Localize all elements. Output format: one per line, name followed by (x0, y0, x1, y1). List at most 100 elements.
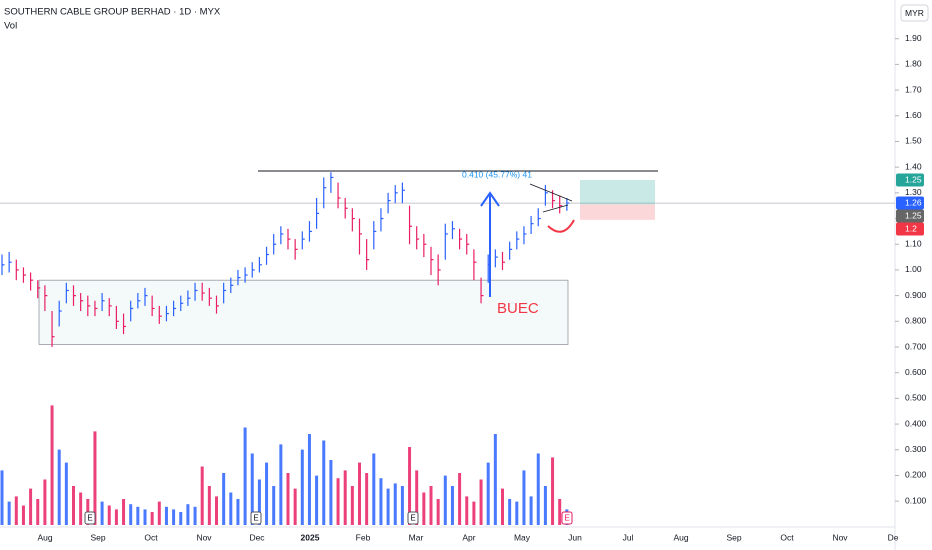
volume-bar (272, 486, 276, 525)
earnings-box (84, 511, 96, 525)
price-tag (896, 209, 924, 223)
x-tick-label: Nov (832, 532, 848, 542)
earnings-marker: E (253, 514, 258, 523)
volume-bar (236, 499, 240, 525)
volume-bar (386, 488, 390, 525)
y-tick-label: 0.100 (905, 495, 927, 505)
volume-bar (50, 405, 54, 525)
x-tick-label: Dec (249, 532, 265, 542)
volume-bar (93, 431, 97, 525)
y-tick-label: 0.800 (905, 316, 927, 326)
volume-bar (422, 492, 426, 525)
currency-box[interactable] (900, 4, 929, 22)
volume-bar (522, 470, 526, 525)
volume-bar (543, 486, 547, 525)
x-tick-label: Oct (144, 532, 158, 542)
volume-bar (443, 475, 447, 525)
volume-bar (14, 496, 18, 525)
volume-bar (279, 444, 283, 525)
volume-bar (114, 509, 118, 525)
x-tick-label: May (514, 532, 531, 542)
volume-bar (164, 506, 168, 525)
volume-bar (493, 434, 497, 525)
volume-bar (300, 449, 304, 525)
volume-bar (21, 505, 25, 525)
volume-bar (215, 496, 218, 525)
chart-title: SOUTHERN CABLE GROUP BERHAD · 1D · MYX (4, 7, 221, 18)
volume-bar (400, 486, 404, 525)
y-tick-label: 0.400 (905, 418, 927, 428)
price-tag (896, 196, 924, 210)
y-tick-label: 1.70 (905, 84, 922, 94)
earnings-marker: E (410, 514, 415, 523)
range-box (38, 279, 569, 345)
volume-bar (64, 462, 68, 525)
y-tick-label: 0.200 (905, 470, 927, 480)
volume-bar (450, 486, 454, 525)
volume-bar (286, 473, 290, 525)
volume-bar (43, 479, 47, 525)
currency: MYR (905, 8, 924, 18)
price-tag-label: 1.2 (905, 223, 917, 233)
y-tick-label: 1.30 (905, 187, 922, 197)
volume-bar (358, 462, 361, 525)
volume-bar (501, 488, 504, 525)
y-tick-label: 0.700 (905, 341, 927, 351)
volume-bar (7, 501, 11, 525)
stop-zone (580, 204, 655, 220)
x-tick-label: Feb (356, 532, 371, 542)
volume-bar (558, 499, 562, 525)
x-tick-label: Oct (780, 532, 794, 542)
volume-bar (365, 473, 369, 525)
y-tick-label: 1.60 (905, 110, 922, 120)
volume-bar (393, 483, 397, 525)
y-tick-label: 1.90 (905, 33, 922, 43)
volume-bar (0, 470, 4, 525)
x-tick-label: Mar (409, 532, 424, 542)
x-tick-label: De (888, 532, 899, 542)
arrow-label: BUEC (497, 300, 539, 317)
volume-bar (122, 499, 126, 525)
volume-bar (479, 479, 483, 525)
price-tag (896, 222, 924, 236)
y-tick-label: 1.10 (905, 238, 922, 248)
volume-bar (29, 488, 33, 525)
volume-bar (329, 460, 333, 525)
price-tag (896, 173, 924, 187)
volume-bar (315, 475, 319, 525)
earnings-box (250, 511, 262, 525)
x-tick-label: Jun (568, 532, 582, 542)
y-tick-label: 0.900 (905, 290, 927, 300)
volume-bar (250, 453, 254, 525)
y-tick-label: 0.300 (905, 444, 927, 454)
volume-bar (465, 496, 469, 525)
earnings-box (407, 511, 419, 525)
volume-bar (79, 492, 83, 525)
volume-bar (372, 453, 376, 525)
volume-bar (179, 512, 183, 525)
volume-bar (265, 462, 269, 525)
volume-bar (186, 504, 190, 525)
volume-bar (322, 440, 326, 525)
volume-bar (350, 486, 354, 525)
volume-bar (458, 473, 462, 525)
volume-bar (222, 473, 226, 525)
volume-bar (200, 466, 204, 525)
volume-bar (100, 501, 104, 525)
volume-bar (343, 470, 347, 525)
y-tick-label: 1.50 (905, 136, 922, 146)
x-tick-label: Jul (623, 532, 634, 542)
volume-bar (508, 499, 512, 525)
x-tick-label: Sep (90, 532, 105, 542)
x-tick-label: Aug (673, 532, 688, 542)
triangle-top (529, 183, 573, 202)
volume-bar (408, 447, 412, 525)
volume-bar (243, 427, 247, 525)
earnings-box (561, 511, 573, 525)
volume-bar (257, 479, 261, 525)
volume-bar (293, 488, 297, 525)
x-tick-label: Aug (37, 532, 52, 542)
measure-label: 0.410 (45.77%) 41 (462, 169, 532, 179)
smile-curve (547, 219, 575, 233)
